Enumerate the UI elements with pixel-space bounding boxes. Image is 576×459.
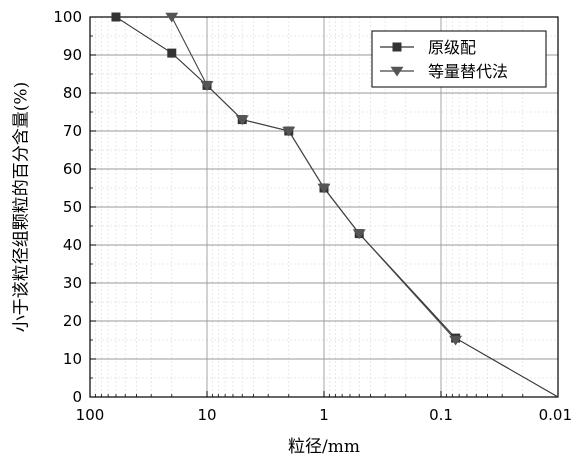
series-1-point (352, 229, 366, 240)
series-0-point (111, 12, 121, 22)
x-tick-label: 0.1 (429, 406, 453, 424)
legend-marker-substitution (390, 66, 404, 77)
y-tick-label: 30 (63, 274, 82, 292)
legend: 原级配 等量替代法 (371, 30, 547, 88)
x-tick-label: 1 (319, 406, 329, 424)
series-1-point (235, 115, 249, 126)
legend-label-substitution: 等量替代法 (428, 62, 508, 81)
legend-entry-original: 原级配 (380, 38, 476, 57)
x-tick-label: 10 (197, 406, 216, 424)
y-tick-label: 100 (53, 8, 82, 26)
series-0-point (167, 48, 177, 58)
series-1-point (165, 12, 179, 23)
legend-marker-original (392, 42, 402, 52)
legend-label-original: 原级配 (428, 38, 476, 57)
x-tick-labels: 100 10 1 0.1 0.01 (76, 406, 572, 424)
y-tick-label: 50 (63, 198, 82, 216)
y-tick-labels: 0 10 20 30 40 50 60 70 80 90 100 (53, 8, 82, 406)
y-tick-label: 20 (63, 312, 82, 330)
series-markers (111, 12, 463, 346)
y-tick-label: 10 (63, 350, 82, 368)
series-1-point (317, 183, 331, 194)
axis-ticks (89, 16, 559, 398)
series-1-point (282, 126, 296, 137)
y-axis-title: 小于该粒径组颗粒的百分含量(%) (12, 82, 32, 332)
x-tick-label: 100 (76, 406, 105, 424)
y-tick-label: 0 (72, 388, 82, 406)
x-axis-title: 粒径/mm (288, 437, 360, 457)
y-tick-label: 80 (63, 84, 82, 102)
y-tick-label: 90 (63, 46, 82, 64)
y-tick-label: 40 (63, 236, 82, 254)
y-tick-label: 70 (63, 122, 82, 140)
legend-box (371, 30, 547, 88)
legend-entry-substitution: 等量替代法 (380, 62, 508, 81)
series-1-point (200, 81, 214, 91)
series-1-point (449, 335, 463, 346)
x-tick-label: 0.01 (539, 406, 572, 424)
y-tick-label: 60 (63, 160, 82, 178)
